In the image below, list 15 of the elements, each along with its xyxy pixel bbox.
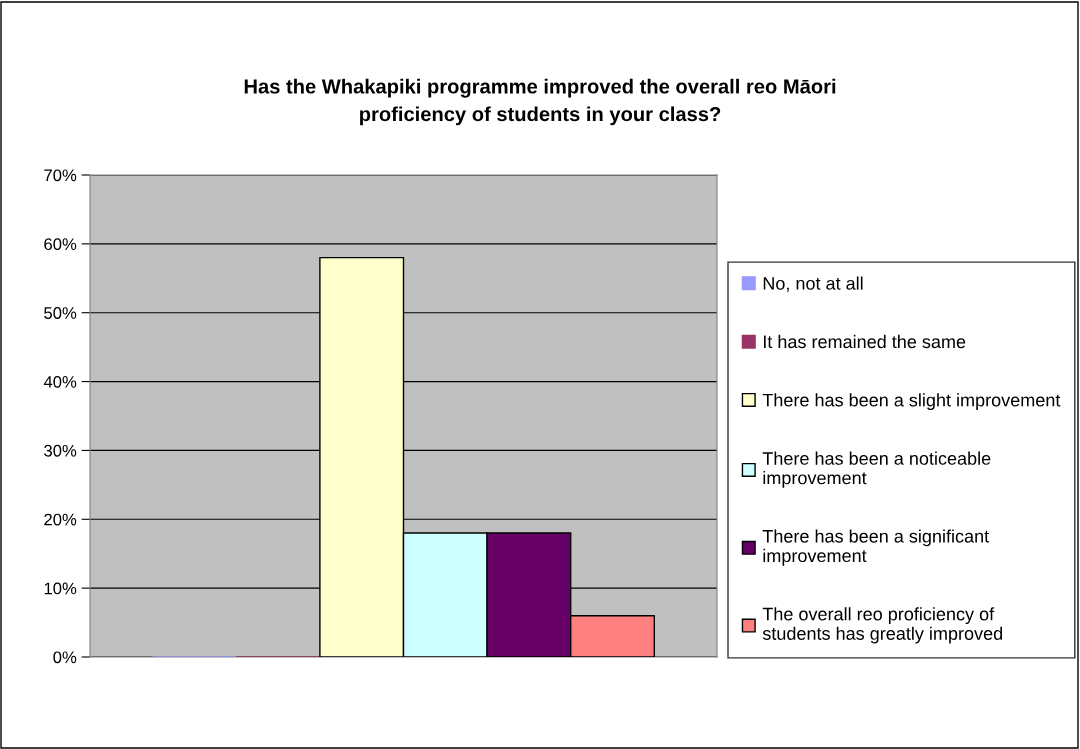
y-tick-label: 10%	[44, 582, 77, 595]
legend-label: No, not at all	[763, 276, 863, 292]
y-tick-label: 0%	[53, 651, 77, 664]
legend-label: It has remained the same	[763, 334, 966, 349]
y-tick-label: 20%	[44, 513, 77, 526]
chart-title: Has the Whakapiki programme improved the overall reo Māori proficiency of students in your class?	[244, 78, 836, 126]
y-tick-label: 50%	[44, 307, 77, 319]
y-tick-label: 40%	[43, 375, 77, 388]
legend-label: There has been a significant improvement	[762, 529, 990, 566]
legend-label: There has been a noticeable improvement	[762, 451, 991, 488]
y-tick-label: 30%	[44, 444, 77, 457]
y-tick-label: 60%	[44, 238, 77, 251]
legend-label: There has been a slight improvement	[762, 393, 1061, 411]
y-tick-label: 70%	[44, 169, 77, 182]
legend-label: The overall reo proficiency of students has greatly improved	[762, 607, 1003, 644]
